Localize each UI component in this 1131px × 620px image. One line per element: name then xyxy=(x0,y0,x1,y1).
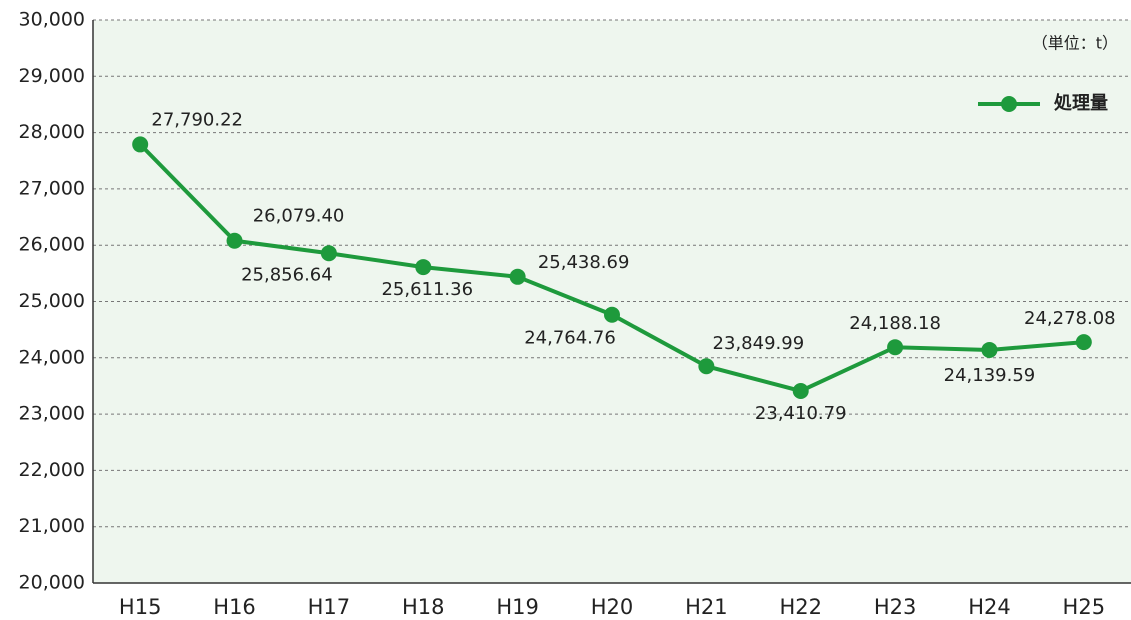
y-tick-label: 28,000 xyxy=(19,121,85,143)
data-label: 24,139.59 xyxy=(944,365,1036,386)
x-tick-label: H23 xyxy=(874,595,917,619)
x-tick-label: H21 xyxy=(685,595,728,619)
data-point xyxy=(320,245,337,262)
data-point xyxy=(604,306,620,323)
x-tick-label: H22 xyxy=(779,595,822,619)
x-tick-label: H16 xyxy=(213,595,256,619)
x-tick-label: H25 xyxy=(1063,595,1106,619)
y-tick-label: 23,000 xyxy=(19,403,85,425)
y-tick-label: 27,000 xyxy=(19,177,85,199)
unit-annotation: （単位：t） xyxy=(1032,34,1118,53)
y-tick-label: 22,000 xyxy=(19,459,85,481)
data-label: 25,438.69 xyxy=(538,252,630,273)
data-label: 26,079.40 xyxy=(253,206,345,227)
y-tick-label: 21,000 xyxy=(19,515,85,537)
data-label: 25,856.64 xyxy=(241,264,333,285)
data-label: 23,849.99 xyxy=(713,333,805,354)
data-point xyxy=(981,341,998,358)
x-tick-label: H20 xyxy=(591,595,634,619)
x-tick-label: H18 xyxy=(402,595,445,619)
y-tick-label: 30,000 xyxy=(19,9,85,31)
data-point xyxy=(887,339,904,356)
data-label: 25,611.36 xyxy=(381,279,473,300)
data-label: 24,188.18 xyxy=(849,313,941,334)
y-tick-label: 25,000 xyxy=(19,290,85,312)
y-tick-label: 20,000 xyxy=(19,572,85,594)
data-point xyxy=(698,358,715,375)
x-tick-label: H19 xyxy=(496,595,539,619)
data-point xyxy=(792,382,809,399)
data-label: 24,278.08 xyxy=(1024,308,1116,329)
x-tick-label: H24 xyxy=(968,595,1011,619)
data-label: 24,764.76 xyxy=(524,328,616,349)
data-point xyxy=(226,232,243,249)
legend-marker xyxy=(1001,96,1017,112)
data-label: 27,790.22 xyxy=(151,109,243,130)
y-tick-label: 24,000 xyxy=(19,346,85,368)
data-point xyxy=(132,136,149,153)
y-tick-label: 29,000 xyxy=(19,65,85,87)
data-point xyxy=(415,259,432,276)
y-tick-label: 26,000 xyxy=(19,234,85,256)
data-point xyxy=(509,268,526,285)
data-point xyxy=(1075,334,1092,351)
legend-label: 処理量 xyxy=(1054,92,1108,114)
x-tick-label: H17 xyxy=(308,595,351,619)
data-label: 23,410.79 xyxy=(755,403,847,424)
x-tick-label: H15 xyxy=(119,595,162,619)
